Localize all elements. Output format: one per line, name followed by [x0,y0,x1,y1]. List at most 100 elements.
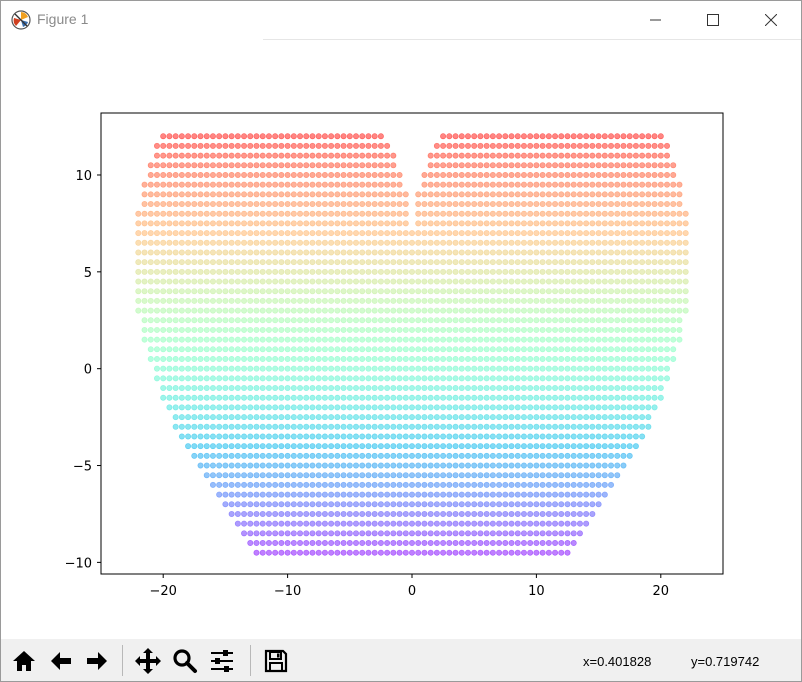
maximize-button[interactable] [690,1,736,39]
data-point [390,472,397,479]
data-point [664,249,671,256]
data-point [297,443,304,450]
data-point [247,152,254,159]
back-button[interactable] [45,645,76,676]
data-point [564,239,571,246]
data-point [583,510,590,517]
data-point [234,142,241,149]
figure-canvas[interactable]: −20 −10 0 10 20 −10 −5 0 5 10 [1,40,801,639]
data-point [209,259,216,266]
data-point [247,491,254,498]
data-point [626,404,633,411]
data-point [657,278,664,285]
data-point [353,549,360,556]
data-point [514,520,521,527]
data-point [253,239,260,246]
data-point [496,133,503,140]
data-point [520,297,527,304]
data-point [552,133,559,140]
data-point [272,385,279,392]
data-point [278,375,285,382]
data-point [657,288,664,295]
data-point [670,307,677,314]
data-point [440,472,447,479]
data-point [682,297,689,304]
data-point [166,355,173,362]
data-point [595,201,602,208]
data-point [371,385,378,392]
data-point [464,220,471,227]
data-point [408,414,415,421]
data-point [216,220,223,227]
data-point [452,501,459,508]
data-point [216,307,223,314]
data-point [402,326,409,333]
data-point [241,239,248,246]
data-point [682,239,689,246]
data-point [626,191,633,198]
data-point [639,191,646,198]
data-point [639,278,646,285]
data-point [408,239,415,246]
zoom-button[interactable] [169,645,200,676]
data-point [639,181,646,188]
save-button[interactable] [260,645,291,676]
data-point [496,394,503,401]
data-point [639,423,646,430]
data-point [570,472,577,479]
data-point [216,404,223,411]
data-point [527,404,534,411]
data-point [402,549,409,556]
pan-button[interactable] [132,645,163,676]
minimize-button[interactable] [633,1,679,39]
data-point [489,162,496,169]
data-point [340,152,347,159]
data-point [496,191,503,198]
data-point [178,201,185,208]
data-point [527,220,534,227]
data-point [191,423,198,430]
data-point [664,355,671,362]
data-point [545,191,552,198]
data-point [639,171,646,178]
data-point [558,491,565,498]
data-point [321,394,328,401]
data-point [259,520,266,527]
data-point [241,326,248,333]
data-point [520,414,527,421]
data-point [147,288,154,295]
home-button[interactable] [8,645,39,676]
data-point [632,355,639,362]
x-tick-label: −10 [274,584,301,599]
data-point [340,239,347,246]
close-button[interactable] [748,1,794,39]
data-point [514,288,521,295]
data-point [502,142,509,149]
data-point [334,288,341,295]
data-point [564,201,571,208]
data-point [421,201,428,208]
data-point [408,501,415,508]
configure-subplots-button[interactable] [206,645,237,676]
forward-button[interactable] [81,645,112,676]
data-point [353,239,360,246]
data-point [502,481,509,488]
data-point [415,462,422,469]
data-point [353,404,360,411]
data-point [253,375,260,382]
data-point [209,133,216,140]
data-point [340,249,347,256]
data-point [514,201,521,208]
data-point [601,162,608,169]
data-point [259,385,266,392]
data-point [141,191,148,198]
data-point [477,549,484,556]
data-point [228,385,235,392]
data-point [272,162,279,169]
data-point [365,220,372,227]
data-point [527,336,534,343]
data-point [489,268,496,275]
data-point [527,259,534,266]
data-point [203,239,210,246]
data-point [284,230,291,237]
